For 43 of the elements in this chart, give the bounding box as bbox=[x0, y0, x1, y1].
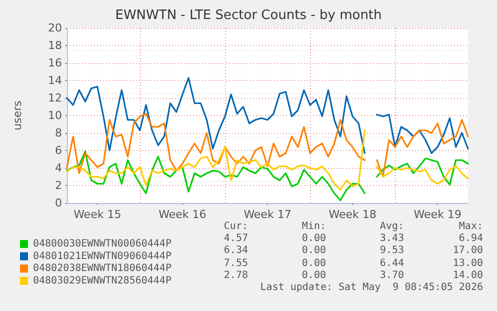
y-tick-label: 2 bbox=[55, 179, 62, 192]
y-tick-label: 6 bbox=[55, 144, 62, 157]
x-tick-label: Week 18 bbox=[328, 208, 376, 221]
y-tick-label: 18 bbox=[48, 39, 62, 52]
text: Last update: Sat May 9 08:45:05 2026 bbox=[260, 282, 483, 294]
chart-title: EWNWTN - LTE Sector Counts - by month bbox=[115, 8, 382, 23]
x-tick-label: Week 16 bbox=[158, 208, 206, 221]
legend-label: 04801021EWNWTN09060444P bbox=[33, 250, 172, 262]
text: 0.00 bbox=[302, 233, 326, 246]
text: 7.55 bbox=[224, 258, 248, 270]
x-tick-label: Week 15 bbox=[74, 208, 122, 221]
text: 13.00 bbox=[452, 258, 483, 270]
text: 6.94 bbox=[458, 233, 483, 246]
y-tick-label: 8 bbox=[55, 126, 62, 140]
text: 3.70 bbox=[380, 270, 404, 282]
y-tick-label: 12 bbox=[48, 92, 62, 104]
y-tick-label: 20 bbox=[48, 22, 62, 34]
text: 9.53 bbox=[380, 245, 404, 258]
text: 6.44 bbox=[380, 258, 404, 270]
x-tick-label: Week 17 bbox=[244, 208, 292, 221]
y-tick-label: 16 bbox=[48, 56, 62, 70]
text: 0.00 bbox=[302, 258, 326, 270]
legend-label: 04802038EWNWTN18060444P bbox=[33, 263, 172, 274]
y-tick-label: 14 bbox=[48, 74, 62, 87]
legend-label: 04800030EWNWTN00060444P bbox=[33, 238, 172, 250]
x-tick-label: Week 19 bbox=[414, 208, 462, 221]
y-axis-title: users bbox=[11, 100, 24, 130]
text: 17.00 bbox=[452, 245, 483, 258]
y-tick-label: 4 bbox=[55, 162, 62, 174]
text: 4.57 bbox=[224, 233, 248, 246]
legend-label: 04803029EWNWTN28560444P bbox=[33, 275, 172, 286]
text: 2.78 bbox=[224, 270, 248, 282]
text: 3.43 bbox=[380, 233, 404, 246]
text: 0.00 bbox=[302, 245, 326, 258]
y-tick-label: 10 bbox=[48, 109, 62, 122]
text: Min: bbox=[302, 221, 326, 233]
text: 14.00 bbox=[452, 270, 483, 282]
text: Cur: bbox=[224, 221, 248, 233]
text: 6.34 bbox=[224, 245, 248, 258]
text: 0.00 bbox=[302, 270, 326, 282]
text: Avg: bbox=[380, 221, 404, 233]
text: Max: bbox=[458, 221, 483, 233]
y-tick-label: 0 bbox=[55, 196, 62, 210]
